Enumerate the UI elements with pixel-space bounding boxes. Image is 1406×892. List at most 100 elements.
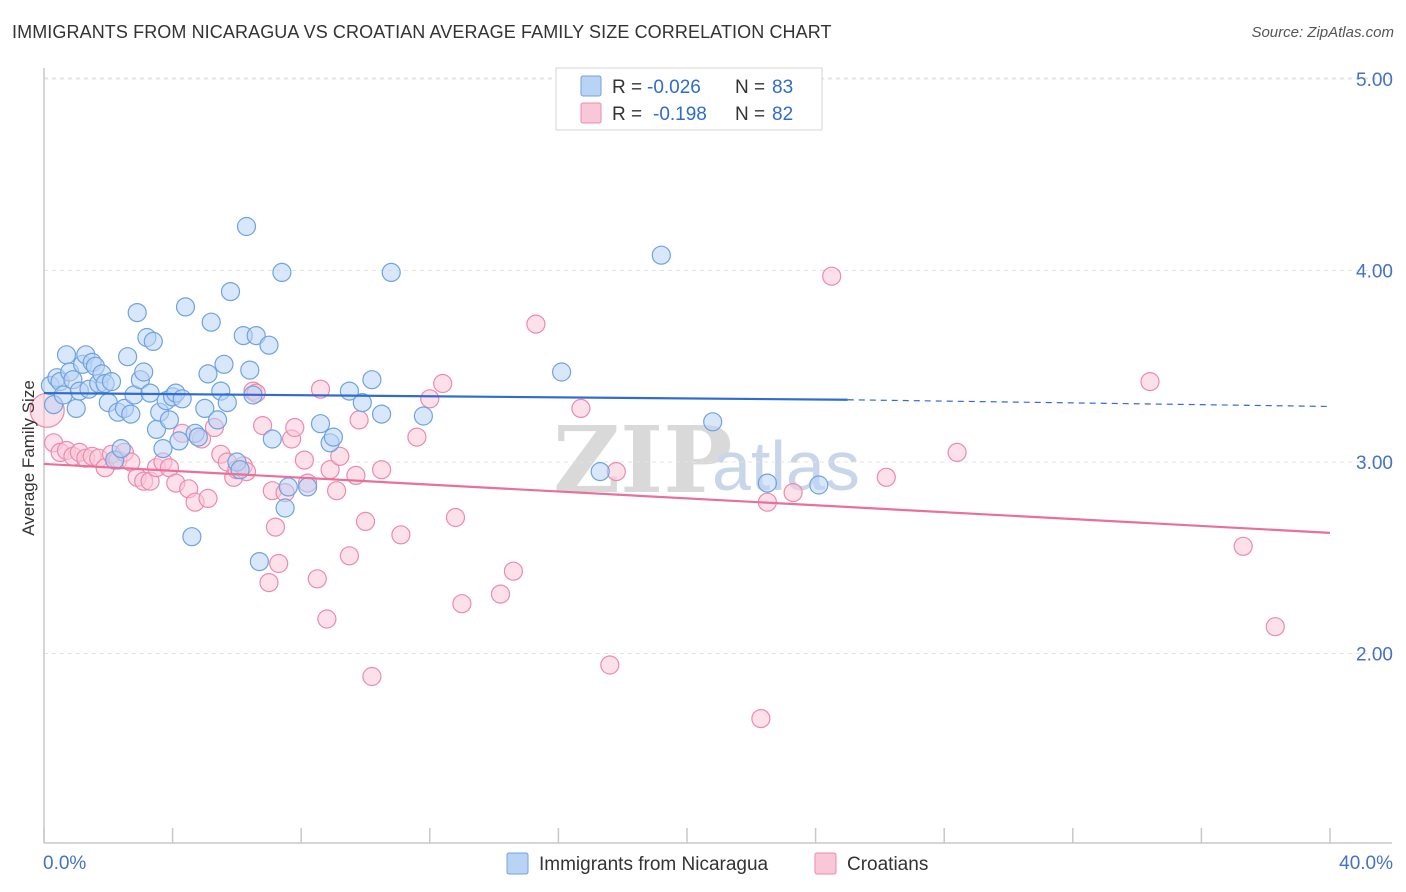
nicaragua-point-58 [240,360,260,380]
croatians-point-57 [391,525,411,545]
croatians-point-71 [783,483,803,503]
croatians-point-46 [310,379,331,399]
croatians-point-25 [198,488,218,508]
legend-n-value-1: 83 [772,77,793,98]
croatians-point-69 [751,708,771,729]
croatians-trend-line [43,462,1331,534]
nicaragua-point-61 [249,551,269,572]
croatians-point-55 [362,666,382,687]
y-tick-labels: 2.00 3.00 4.00 5.00 [1356,70,1393,666]
croatians-point-65 [526,314,546,334]
axes [43,68,1392,844]
series-swatch-croatians [814,852,837,875]
croatians-point-53 [349,410,369,430]
nicaragua-point-55 [230,460,250,480]
nicaragua-point-49 [208,410,228,430]
croatians-point-49 [327,481,347,501]
nicaragua-point-29 [134,362,154,382]
nicaragua-point-42 [175,297,196,317]
nicaragua-point-62 [259,335,279,355]
nicaragua-point-70 [323,427,343,447]
legend-n-value-2: 82 [772,104,793,125]
series-legend: Immigrants from Nicaragua Croatians [506,852,928,875]
croatians-point-73 [876,467,896,487]
nicaragua-trend-extension [847,399,1331,408]
nicaragua-point-43 [182,527,202,547]
nicaragua-point-52 [217,393,237,413]
y-tick-label-1: 3.00 [1356,453,1393,474]
y-tick-label-2: 4.00 [1356,262,1393,283]
y-axis-label: Average Family Size [19,380,38,536]
croatians-point-45 [307,569,327,589]
nicaragua-point-78 [590,462,610,482]
series-label-croatians: Croatians [847,854,928,875]
croatians-point-38 [265,517,286,537]
nicaragua-point-77 [551,362,572,382]
nicaragua-point-27 [127,303,147,323]
legend-n-label-2: N = [735,104,765,125]
nicaragua-point-24 [117,347,138,367]
nicaragua-point-57 [236,216,257,237]
croatians-point-47 [317,609,337,629]
croatians-point-64 [503,561,524,581]
nicaragua-point-53 [220,282,241,302]
nicaragua-point-22 [111,439,131,459]
legend-swatch-blue [580,75,602,97]
croatians-point-62 [452,594,472,614]
legend-r-label-2: R = [612,104,642,125]
nicaragua-point-82 [809,475,829,495]
nicaragua-point-5 [56,345,77,365]
croatians-point-56 [372,460,392,480]
nicaragua-point-25 [121,404,141,424]
nicaragua-point-46 [195,398,215,418]
legend-r-value-2: -0.198 [653,104,707,125]
nicaragua-point-73 [362,370,382,390]
croatians-point-58 [407,427,427,447]
nicaragua-point-80 [703,412,723,432]
nicaragua-point-32 [143,331,163,351]
croatians-point-35 [253,416,273,436]
nicaragua-point-76 [413,406,433,426]
croatians-point-72 [822,266,842,286]
nicaragua-point-35 [153,439,173,459]
nicaragua-point-37 [159,410,179,430]
croatians-point-42 [285,417,305,438]
series-swatch-nicaragua [506,852,529,875]
croatians-point-75 [1140,372,1160,392]
croatians-point-74 [947,442,967,462]
nicaragua-point-19 [101,372,122,392]
chart-title: IMMIGRANTS FROM NICARAGUA VS CROATIAN AV… [12,22,832,42]
croatians-point-36 [259,572,279,593]
nicaragua-point-41 [172,389,192,409]
nicaragua-point-74 [372,404,392,424]
croatians-point-67 [600,655,620,675]
croatians-point-39 [269,553,289,574]
trend-lines [43,391,1331,534]
nicaragua-point-79 [651,245,671,265]
croatians-point-66 [571,398,591,418]
y-tick-label-3: 5.00 [1356,70,1393,91]
nicaragua-point-60 [246,326,266,346]
legend-n-label-1: N = [735,77,765,98]
nicaragua-point-68 [310,414,331,434]
croatians-point-59 [420,389,440,409]
nicaragua-point-75 [381,262,401,282]
nicaragua-point-51 [214,354,234,374]
nicaragua-point-40 [169,431,189,451]
source-credit: Source: ZipAtlas.com [1251,24,1394,41]
croatians-point-61 [445,507,466,528]
nicaragua-point-67 [298,477,318,497]
x-tick-min: 0.0% [43,853,86,874]
croatians-point-77 [1233,536,1253,556]
nicaragua-point-47 [198,364,218,384]
nicaragua-point-65 [275,498,295,518]
nicaragua-point-8 [66,398,86,418]
nicaragua-point-66 [278,477,298,497]
croatians-point-60 [433,373,453,394]
nicaragua-trend-line [43,391,848,401]
series-label-nicaragua: Immigrants from Nicaragua [539,854,769,875]
nicaragua-point-72 [352,393,372,413]
croatians-point-51 [339,546,359,566]
x-tick-max: 40.0% [1339,853,1393,874]
croatians-point-68 [606,462,626,482]
